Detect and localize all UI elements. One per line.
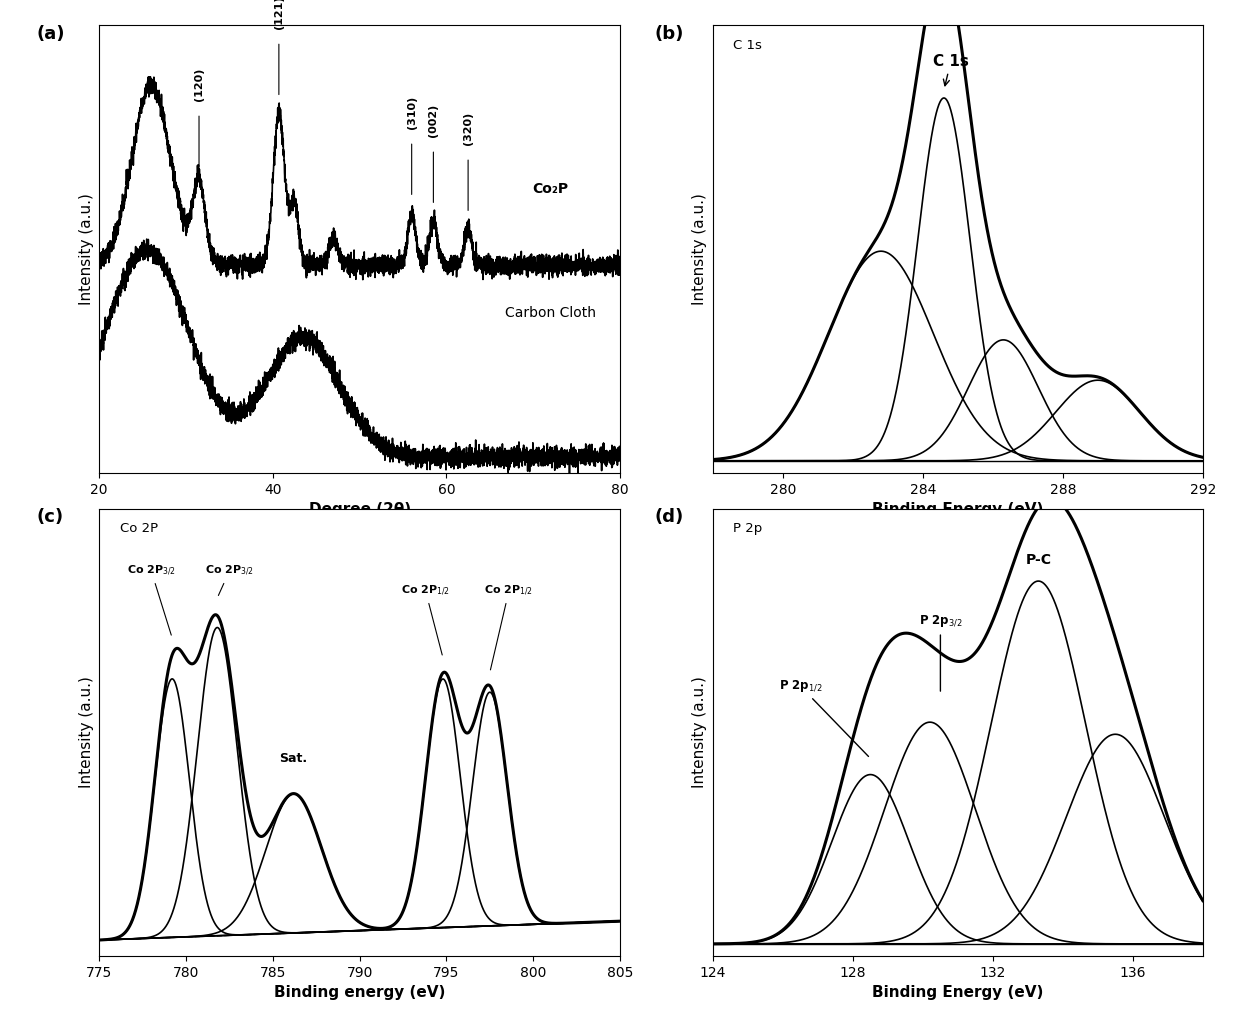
Text: Co 2P$_{1/2}$: Co 2P$_{1/2}$ (401, 584, 450, 655)
Text: Sat.: Sat. (279, 753, 308, 765)
Text: C 1s: C 1s (932, 54, 968, 85)
X-axis label: Binding Energy (eV): Binding Energy (eV) (872, 985, 1044, 1001)
X-axis label: Degree (2θ): Degree (2θ) (309, 502, 410, 518)
Text: P 2p$_{3/2}$: P 2p$_{3/2}$ (919, 614, 962, 692)
Text: (b): (b) (655, 25, 683, 44)
Text: P 2p: P 2p (733, 522, 761, 535)
Y-axis label: Intensity (a.u.): Intensity (a.u.) (78, 193, 94, 305)
Text: (310): (310) (407, 96, 417, 129)
Text: (d): (d) (655, 508, 683, 527)
Text: (320): (320) (463, 112, 474, 145)
Text: (a): (a) (37, 25, 66, 44)
Text: Carbon Cloth: Carbon Cloth (505, 306, 596, 320)
Text: Co 2P$_{3/2}$: Co 2P$_{3/2}$ (126, 564, 176, 636)
Text: Co 2P$_{3/2}$: Co 2P$_{3/2}$ (205, 564, 254, 596)
Text: Co₂P: Co₂P (532, 182, 569, 196)
Text: Co 2P$_{1/2}$: Co 2P$_{1/2}$ (485, 584, 533, 670)
Text: (c): (c) (37, 508, 63, 527)
X-axis label: Binding energy (eV): Binding energy (eV) (274, 985, 445, 1001)
Y-axis label: Intensity (a.u.): Intensity (a.u.) (692, 676, 708, 788)
Text: (121): (121) (274, 0, 284, 29)
Text: P-C: P-C (1025, 553, 1052, 566)
Y-axis label: Intensity (a.u.): Intensity (a.u.) (78, 676, 94, 788)
Text: (002): (002) (428, 104, 439, 137)
X-axis label: Binding Energy (eV): Binding Energy (eV) (872, 502, 1044, 518)
Y-axis label: Intensity (a.u.): Intensity (a.u.) (692, 193, 708, 305)
Text: C 1s: C 1s (733, 39, 761, 52)
Text: (120): (120) (193, 68, 205, 102)
Text: Co 2P: Co 2P (120, 522, 159, 535)
Text: P 2p$_{1/2}$: P 2p$_{1/2}$ (779, 678, 868, 757)
